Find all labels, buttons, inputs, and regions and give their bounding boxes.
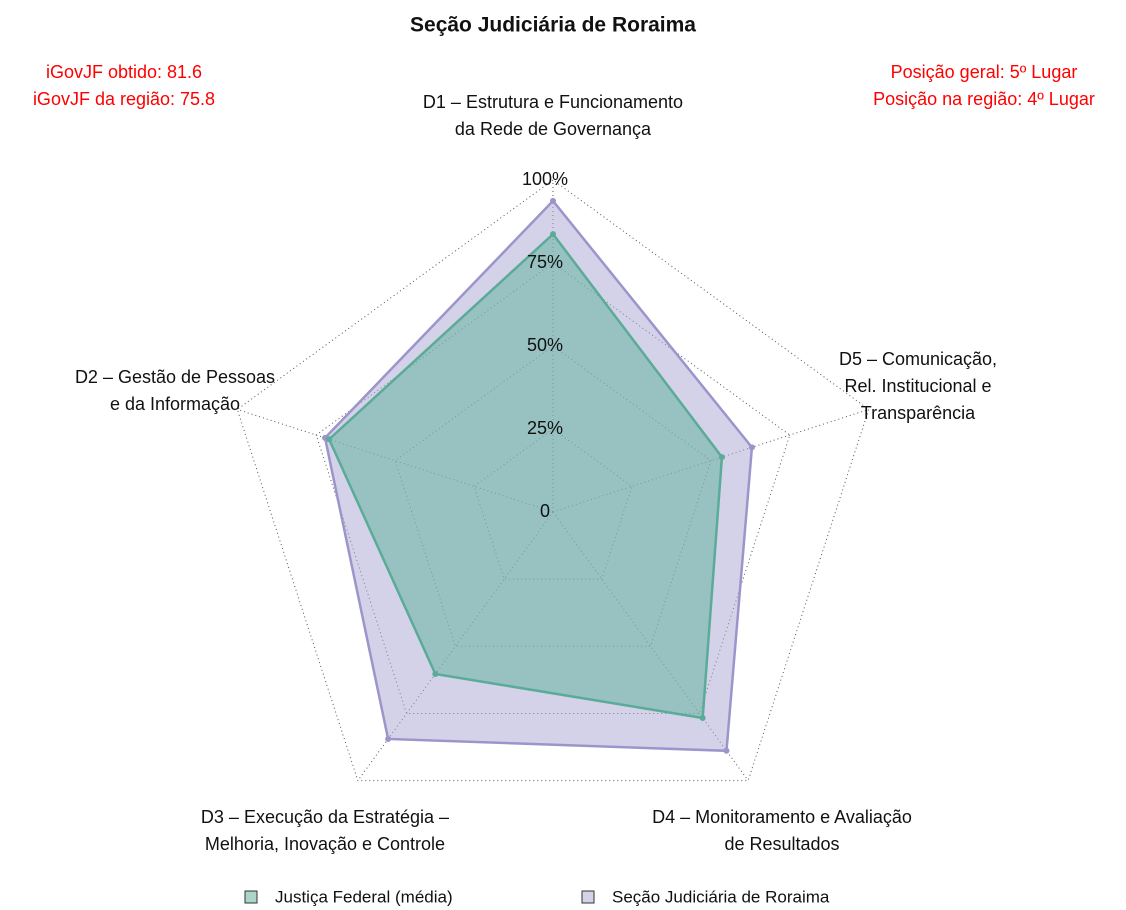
axis-label: D5 – Comunicação, (839, 349, 997, 369)
data-point (385, 735, 392, 742)
annotation: Posição na região: 4º Lugar (873, 89, 1095, 109)
annotation: iGovJF obtido: 81.6 (46, 62, 202, 82)
data-point (699, 715, 706, 722)
r-tick-label: 50% (527, 335, 563, 355)
series-area (327, 232, 724, 720)
annotation: Posição geral: 5º Lugar (891, 62, 1078, 82)
axis-label: da Rede de Governança (455, 119, 652, 139)
axis-label: Rel. Institucional e (844, 376, 991, 396)
legend-swatch (244, 890, 258, 904)
axis-label: de Resultados (724, 834, 839, 854)
r-tick-label: 100% (522, 169, 568, 189)
r-tick-label: 25% (527, 418, 563, 438)
data-point (723, 747, 730, 754)
legend-swatch (581, 890, 595, 904)
data-point (326, 436, 333, 443)
r-tick-label: 75% (527, 252, 563, 272)
axis-label: Melhoria, Inovação e Controle (205, 834, 445, 854)
data-point (748, 444, 755, 451)
annotation: iGovJF da região: 75.8 (33, 89, 215, 109)
chart-title: Seção Judiciária de Roraima (410, 14, 696, 37)
r-tick-label: 0 (540, 501, 550, 521)
spoke (237, 408, 554, 513)
axis-label: D1 – Estrutura e Funcionamento (423, 92, 683, 112)
data-point (550, 197, 556, 204)
legend-label: Justiça Federal (média) (275, 887, 453, 906)
axis-label: D3 – Execução da Estratégia – (201, 807, 449, 827)
legend-label: Seção Judiciária de Roraima (612, 887, 830, 906)
data-point (550, 231, 556, 238)
data-point (718, 454, 725, 461)
axis-label: D4 – Monitoramento e Avaliação (652, 807, 912, 827)
axis-label: e da Informação (110, 394, 240, 414)
series-layer (322, 197, 755, 754)
labels: 0 25% 50% 75% 100% D1 – Estrutura e Funcionam… (75, 92, 997, 854)
axis-label: Transparência (861, 403, 976, 423)
axis-label: D2 – Gestão de Pessoas (75, 367, 275, 387)
spoke (552, 408, 869, 513)
data-point (432, 670, 439, 677)
